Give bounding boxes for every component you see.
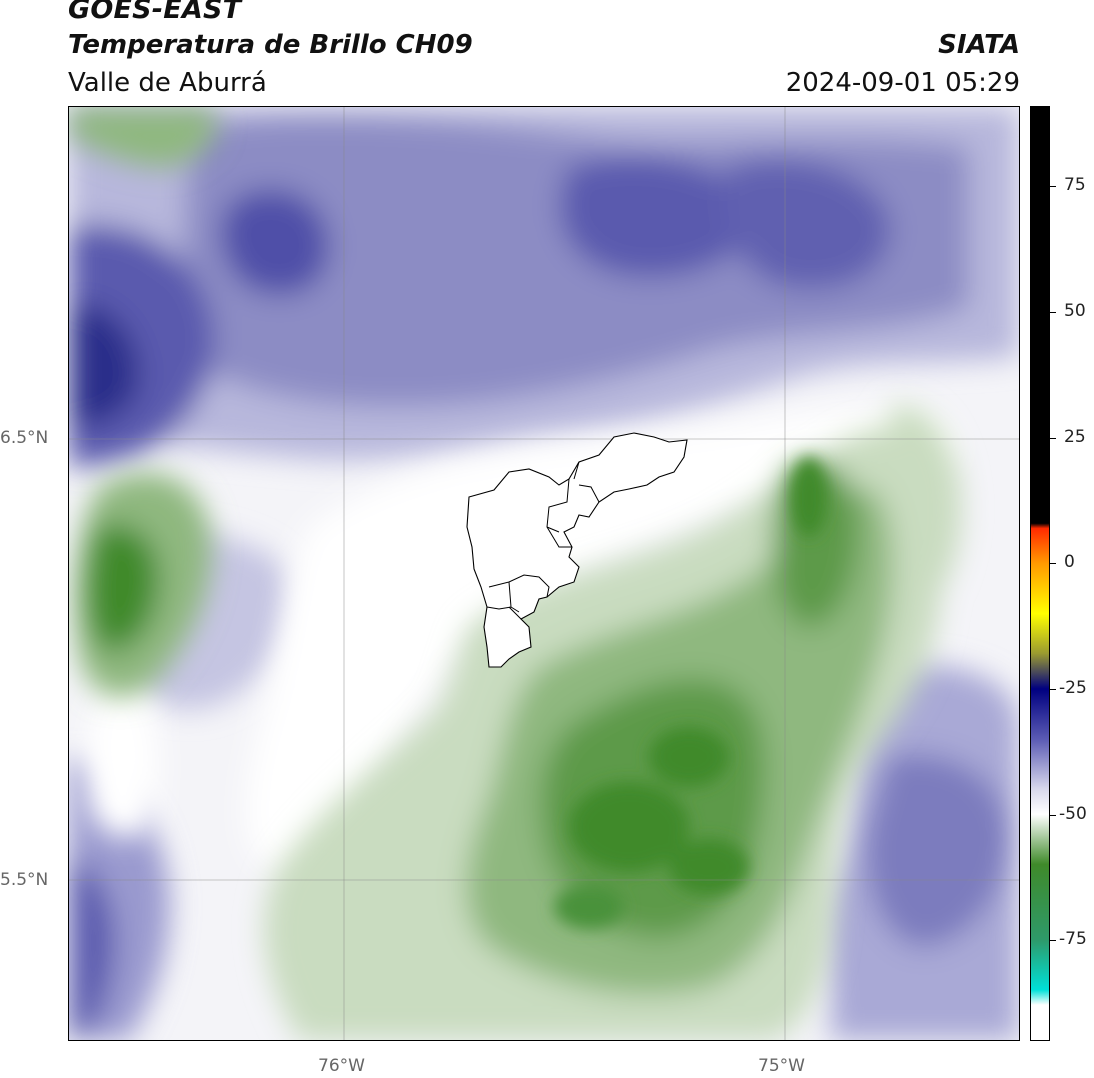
colorbar-tick bbox=[1050, 312, 1056, 314]
colorbar-label: -25 bbox=[1059, 678, 1087, 699]
cloud-field-purple bbox=[69, 107, 1019, 1040]
satellite-title: GOES-EAST bbox=[68, 0, 242, 25]
colorbar-tick bbox=[1050, 814, 1056, 816]
colorbar-label: -75 bbox=[1059, 929, 1087, 950]
lat-label-6-5: 6.5°N bbox=[0, 428, 49, 448]
colorbar-label: -50 bbox=[1059, 803, 1087, 824]
colorbar-label: 50 bbox=[1064, 301, 1086, 322]
clear-sky-white-band bbox=[85, 407, 956, 875]
green-cores bbox=[554, 457, 827, 929]
colorbar-tick bbox=[1050, 940, 1056, 942]
municipality-borders bbox=[486, 461, 600, 620]
colorbar-label: 0 bbox=[1064, 552, 1075, 573]
product-title: Temperatura de Brillo CH09 bbox=[68, 30, 473, 60]
colorbar-tick bbox=[1050, 689, 1056, 691]
lon-label-75w: 75°W bbox=[758, 1056, 805, 1076]
graticule bbox=[69, 107, 1019, 1040]
lon-label-76w: 76°W bbox=[318, 1056, 365, 1076]
brightness-temperature-map[interactable] bbox=[68, 106, 1020, 1041]
map-canvas bbox=[69, 107, 1019, 1040]
metro-area-outline bbox=[466, 432, 688, 668]
lat-label-5-5: 5.5°N bbox=[0, 870, 49, 890]
colorbar-tick bbox=[1050, 437, 1056, 439]
colorbar bbox=[1030, 106, 1050, 1041]
colorbar-label: 75 bbox=[1064, 175, 1086, 196]
region-subtitle: Valle de Aburrá bbox=[68, 68, 267, 98]
colorbar-tick bbox=[1050, 563, 1056, 565]
datetime-label: 2024-09-01 05:29 bbox=[785, 68, 1020, 98]
colorbar-tick bbox=[1050, 186, 1056, 188]
institution-label: SIATA bbox=[938, 30, 1020, 60]
colorbar-label: 25 bbox=[1064, 426, 1086, 447]
valle-de-aburra-boundaries bbox=[466, 432, 688, 668]
